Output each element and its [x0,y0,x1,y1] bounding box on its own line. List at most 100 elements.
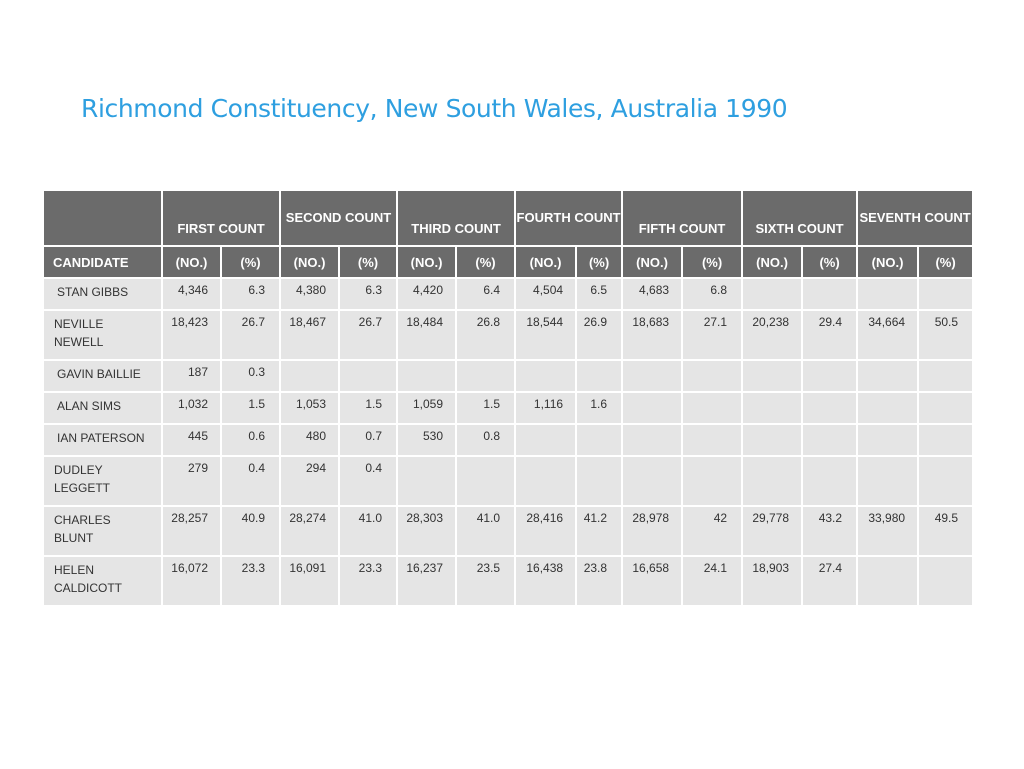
vote-percent-cell: 0.6 [219,423,282,457]
vote-count-cell: 4,346 [161,277,222,311]
vote-count-cell [856,391,920,425]
header-third-count: THIRD COUNT [396,189,517,247]
vote-percent-cell [681,455,744,507]
header-pct: (%) [219,245,282,279]
vote-count-cell: 480 [279,423,341,457]
vote-count-cell: 187 [161,359,222,393]
vote-percent-cell: 43.2 [801,505,859,557]
candidate-name: ALAN SIMS [42,391,163,425]
header-pct: (%) [801,245,859,279]
vote-count-cell: 28,274 [279,505,341,557]
vote-count-cell: 18,423 [161,309,222,361]
header-pct: (%) [681,245,744,279]
vote-percent-cell [801,391,859,425]
header-no: (NO.) [396,245,458,279]
vote-percent-cell [917,455,975,507]
vote-count-cell: 1,032 [161,391,222,425]
header-no: (NO.) [741,245,804,279]
vote-count-cell: 1,053 [279,391,341,425]
vote-count-cell: 1,059 [396,391,458,425]
table-row: STAN GIBBS 4,346 6.3 4,380 6.3 4,420 6.4 4,504 6… [42,277,975,311]
vote-count-cell: 279 [161,455,222,507]
vote-percent-cell: 24.1 [681,555,744,607]
vote-percent-cell [681,359,744,393]
vote-count-cell [621,391,684,425]
table-row: NEVILLE NEWELL 18,423 26.7 18,467 26.7 18,484… [42,309,975,361]
vote-count-cell: 28,257 [161,505,222,557]
vote-percent-cell [917,555,975,607]
header-fourth-count: FOURTH COUNT [514,189,624,247]
vote-percent-cell [801,423,859,457]
vote-count-cell [856,277,920,311]
vote-percent-cell: 41.2 [575,505,624,557]
vote-count-cell: 4,504 [514,277,578,311]
vote-count-cell: 18,467 [279,309,341,361]
vote-percent-cell [338,359,399,393]
header-seventh-count: SEVENTH COUNT [856,189,975,247]
header-pct: (%) [338,245,399,279]
vote-percent-cell: 1.6 [575,391,624,425]
vote-count-cell: 294 [279,455,341,507]
vote-percent-cell [575,359,624,393]
vote-count-cell: 16,438 [514,555,578,607]
vote-percent-cell: 0.4 [338,455,399,507]
candidate-name: NEVILLE NEWELL [42,309,163,361]
vote-percent-cell: 1.5 [338,391,399,425]
vote-count-cell [741,359,804,393]
vote-count-cell: 16,658 [621,555,684,607]
vote-percent-cell: 23.3 [338,555,399,607]
table-body: STAN GIBBS 4,346 6.3 4,380 6.3 4,420 6.4 4,504 6… [42,277,975,607]
vote-count-cell [514,359,578,393]
candidate-name: GAVIN BAILLIE [42,359,163,393]
vote-count-cell: 18,544 [514,309,578,361]
vote-count-cell: 4,420 [396,277,458,311]
vote-count-cell: 28,416 [514,505,578,557]
vote-count-cell: 20,238 [741,309,804,361]
table-row: DUDLEY LEGGETT 279 0.4 294 0.4 [42,455,975,507]
vote-percent-cell [917,391,975,425]
vote-percent-cell: 0.8 [455,423,517,457]
candidate-name: CHARLES BLUNT [42,505,163,557]
vote-count-cell: 34,664 [856,309,920,361]
vote-percent-cell: 29.4 [801,309,859,361]
header-no: (NO.) [621,245,684,279]
subheader-row: CANDIDATE (NO.) (%) (NO.) (%) (NO.) (%) … [42,245,975,279]
vote-count-cell [621,423,684,457]
vote-percent-cell: 23.3 [219,555,282,607]
table-row: ALAN SIMS 1,032 1.5 1,053 1.5 1,059 1.5 1,116 1.… [42,391,975,425]
vote-percent-cell: 1.5 [219,391,282,425]
vote-percent-cell [801,359,859,393]
vote-percent-cell: 6.3 [338,277,399,311]
vote-percent-cell: 23.8 [575,555,624,607]
vote-count-cell: 4,683 [621,277,684,311]
vote-percent-cell [455,455,517,507]
vote-percent-cell: 6.4 [455,277,517,311]
vote-count-cell [741,277,804,311]
vote-percent-cell: 26.7 [338,309,399,361]
header-no: (NO.) [514,245,578,279]
vote-percent-cell: 27.4 [801,555,859,607]
header-blank [42,189,163,247]
vote-count-cell: 33,980 [856,505,920,557]
vote-percent-cell [681,391,744,425]
vote-percent-cell [575,455,624,507]
vote-count-cell [396,455,458,507]
table-row: HELEN CALDICOTT 16,072 23.3 16,091 23.3 16,23… [42,555,975,607]
vote-count-cell [856,455,920,507]
vote-count-cell: 16,072 [161,555,222,607]
table-row: GAVIN BAILLIE 187 0.3 [42,359,975,393]
header-sixth-count: SIXTH COUNT [741,189,859,247]
vote-count-cell [856,423,920,457]
header-no: (NO.) [856,245,920,279]
vote-count-cell: 530 [396,423,458,457]
vote-count-cell: 16,091 [279,555,341,607]
vote-count-cell [621,455,684,507]
vote-count-cell: 18,683 [621,309,684,361]
vote-percent-cell: 0.4 [219,455,282,507]
vote-percent-cell: 1.5 [455,391,517,425]
vote-count-cell [621,359,684,393]
header-fifth-count: FIFTH COUNT [621,189,744,247]
vote-count-cell [396,359,458,393]
vote-count-cell [856,555,920,607]
vote-percent-cell: 40.9 [219,505,282,557]
